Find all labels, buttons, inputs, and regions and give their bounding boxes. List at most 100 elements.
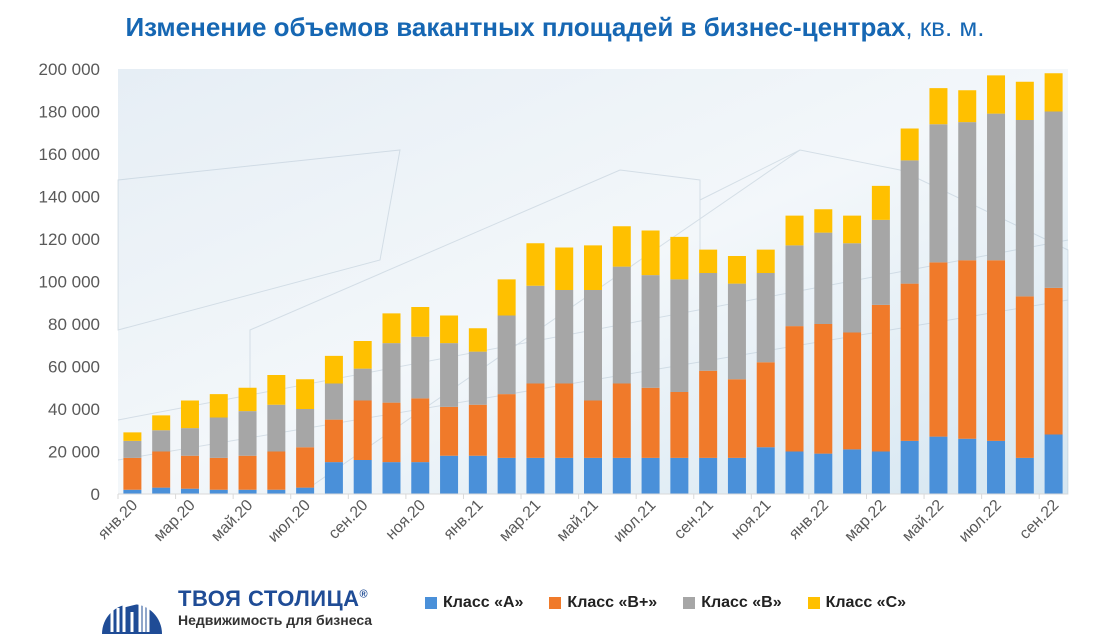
- bar-segment-class-b: [526, 285, 545, 384]
- bar-segment-class-c: [440, 315, 459, 344]
- x-tick-label: июл.21: [610, 497, 659, 546]
- bar-stack: [929, 88, 948, 494]
- bar-stack: [1044, 73, 1063, 494]
- bar-segment-class-bplus: [152, 451, 171, 488]
- bar-segment-class-c: [756, 249, 775, 273]
- bar-segment-class-a: [641, 457, 660, 494]
- bar-segment-class-b: [670, 279, 689, 392]
- x-tick-label: май.20: [208, 497, 256, 545]
- bar-segment-class-c: [468, 328, 487, 352]
- bar-segment-class-b: [411, 336, 430, 399]
- bar-stack: [699, 249, 718, 494]
- bar-stack: [267, 375, 286, 494]
- y-tick-label: 200 000: [39, 60, 100, 79]
- legend-swatch: [807, 597, 820, 609]
- bar-stack: [756, 249, 775, 494]
- bar-segment-class-a: [180, 488, 199, 494]
- chart-title: Изменение объемов вакантных площадей в б…: [0, 12, 1110, 43]
- bar-segment-class-b: [756, 273, 775, 363]
- legend-item-class-a: Класс «A»: [425, 594, 523, 612]
- bar-segment-class-bplus: [555, 383, 574, 458]
- bar-segment-class-bplus: [987, 260, 1006, 441]
- bar-segment-class-a: [871, 451, 890, 494]
- bar-segment-class-c: [699, 249, 718, 273]
- bar-segment-class-c: [497, 279, 516, 316]
- legend-item-class-bplus: Класс «B+»: [549, 594, 657, 612]
- x-tick-label: сен.20: [326, 497, 372, 543]
- bar-segment-class-a: [843, 449, 862, 494]
- bar-stack: [612, 226, 631, 494]
- bar-segment-class-bplus: [756, 362, 775, 448]
- bar-segment-class-c: [843, 215, 862, 244]
- x-tick-label: мар.22: [842, 497, 890, 545]
- bar-segment-class-b: [843, 243, 862, 333]
- bar-segment-class-c: [267, 375, 286, 405]
- bar-segment-class-c: [1044, 73, 1063, 112]
- bar-segment-class-bplus: [296, 447, 315, 488]
- bar-segment-class-bplus: [641, 387, 660, 458]
- x-tick-label: ноя.20: [383, 497, 429, 543]
- bar-segment-class-c: [555, 247, 574, 290]
- bar-stack: [1015, 81, 1034, 494]
- bar-segment-class-bplus: [440, 406, 459, 456]
- bar-segment-class-c: [411, 307, 430, 337]
- bar-segment-class-a: [699, 457, 718, 494]
- bar-segment-class-b: [267, 404, 286, 452]
- bar-segment-class-c: [324, 355, 343, 384]
- bar-segment-class-a: [324, 462, 343, 494]
- bar-segment-class-b: [871, 219, 890, 305]
- bar-segment-class-c: [670, 236, 689, 280]
- logo-brand: ТВОЯ СТОЛИЦА: [178, 586, 360, 611]
- bar-segment-class-a: [1015, 457, 1034, 494]
- logo-registered: ®: [359, 588, 369, 601]
- x-tick-label: сен.21: [671, 497, 717, 543]
- bar-stack: [497, 279, 516, 494]
- bar-segment-class-b: [238, 411, 257, 456]
- logo-tagline: Недвижимость для бизнеса: [178, 612, 373, 628]
- bar-segment-class-b: [440, 343, 459, 407]
- x-tick-label: июл.22: [956, 497, 1005, 546]
- y-tick-label: 0: [91, 485, 100, 504]
- legend-label: Класс «A»: [443, 594, 524, 611]
- bar-segment-class-c: [180, 400, 199, 429]
- bar-segment-class-bplus: [670, 392, 689, 458]
- x-tick-label: май.21: [554, 497, 602, 545]
- bar-segment-class-bplus: [180, 455, 199, 489]
- bar-segment-class-b: [641, 275, 660, 388]
- x-tick-label: сен.22: [1016, 497, 1062, 543]
- bar-segment-class-a: [900, 440, 919, 494]
- bar-stack: [641, 230, 660, 494]
- x-tick-label: янв.22: [786, 497, 832, 543]
- bar-segment-class-a: [929, 436, 948, 494]
- bar-segment-class-c: [152, 415, 171, 431]
- bar-segment-class-c: [641, 230, 660, 276]
- y-tick-label: 80 000: [48, 315, 100, 334]
- y-tick-label: 40 000: [48, 400, 100, 419]
- bar-segment-class-bplus: [612, 383, 631, 458]
- bar-segment-class-bplus: [209, 457, 228, 490]
- bar-stack: [382, 313, 401, 494]
- bar-segment-class-bplus: [382, 402, 401, 463]
- bar-segment-class-b: [180, 428, 199, 456]
- bar-segment-class-bplus: [267, 451, 286, 490]
- bar-segment-class-bplus: [871, 304, 890, 452]
- bar-segment-class-bplus: [238, 455, 257, 490]
- bar-segment-class-bplus: [497, 394, 516, 458]
- bar-segment-class-b: [929, 124, 948, 263]
- bar-segment-class-c: [123, 432, 142, 441]
- bar-segment-class-bplus: [1015, 296, 1034, 458]
- bar-segment-class-b: [353, 368, 372, 401]
- bar-segment-class-a: [785, 451, 804, 494]
- bar-stack: [526, 243, 545, 494]
- bar-segment-class-a: [267, 489, 286, 494]
- y-tick-label: 100 000: [39, 273, 100, 292]
- bar-segment-class-bplus: [1044, 287, 1063, 435]
- y-tick-label: 120 000: [39, 230, 100, 249]
- bar-segment-class-bplus: [699, 370, 718, 458]
- bar-segment-class-bplus: [353, 400, 372, 460]
- bar-segment-class-c: [900, 128, 919, 161]
- bar-segment-class-c: [987, 75, 1006, 114]
- bar-segment-class-a: [238, 489, 257, 494]
- y-tick-label: 160 000: [39, 145, 100, 164]
